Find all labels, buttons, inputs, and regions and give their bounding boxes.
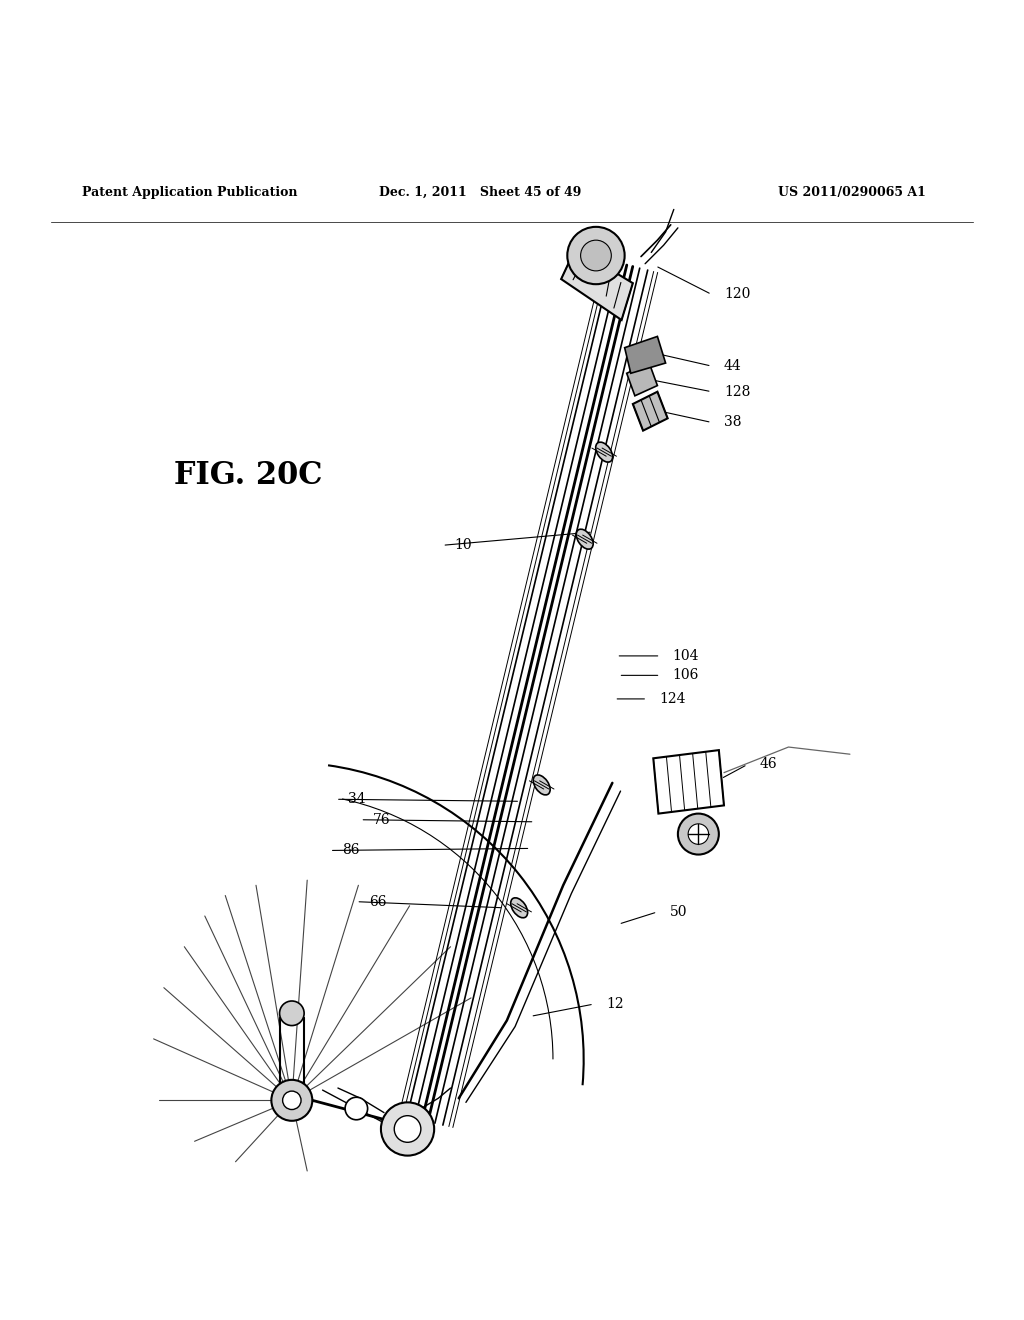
Ellipse shape — [577, 529, 593, 549]
Text: 124: 124 — [659, 692, 686, 706]
Polygon shape — [625, 337, 666, 374]
Circle shape — [688, 824, 709, 845]
Circle shape — [567, 227, 625, 284]
Ellipse shape — [596, 442, 612, 462]
Text: 104: 104 — [673, 649, 699, 663]
Text: 50: 50 — [670, 906, 687, 919]
Text: FIG. 20C: FIG. 20C — [174, 461, 323, 491]
Circle shape — [271, 1080, 312, 1121]
Circle shape — [678, 813, 719, 854]
Text: 12: 12 — [606, 997, 624, 1011]
Text: 44: 44 — [724, 359, 741, 374]
Text: 128: 128 — [724, 384, 751, 399]
Circle shape — [345, 1097, 368, 1119]
Circle shape — [283, 1092, 301, 1110]
Circle shape — [581, 240, 611, 271]
Text: 120: 120 — [724, 288, 751, 301]
Text: 76: 76 — [373, 813, 390, 826]
Polygon shape — [561, 248, 633, 319]
Circle shape — [381, 1102, 434, 1155]
Text: 106: 106 — [673, 668, 699, 682]
Text: Dec. 1, 2011   Sheet 45 of 49: Dec. 1, 2011 Sheet 45 of 49 — [379, 186, 582, 199]
Circle shape — [280, 1001, 304, 1026]
Text: 10: 10 — [455, 539, 472, 552]
Circle shape — [394, 1115, 421, 1142]
Text: 38: 38 — [724, 416, 741, 429]
Ellipse shape — [534, 775, 550, 795]
Polygon shape — [653, 750, 724, 813]
Text: Patent Application Publication: Patent Application Publication — [82, 186, 297, 199]
Text: 34: 34 — [348, 792, 366, 807]
Polygon shape — [627, 363, 657, 396]
Text: US 2011/0290065 A1: US 2011/0290065 A1 — [778, 186, 926, 199]
Text: 66: 66 — [369, 895, 386, 908]
Ellipse shape — [511, 898, 527, 917]
Text: 46: 46 — [760, 758, 777, 771]
Polygon shape — [633, 392, 668, 430]
Text: 86: 86 — [342, 843, 359, 858]
